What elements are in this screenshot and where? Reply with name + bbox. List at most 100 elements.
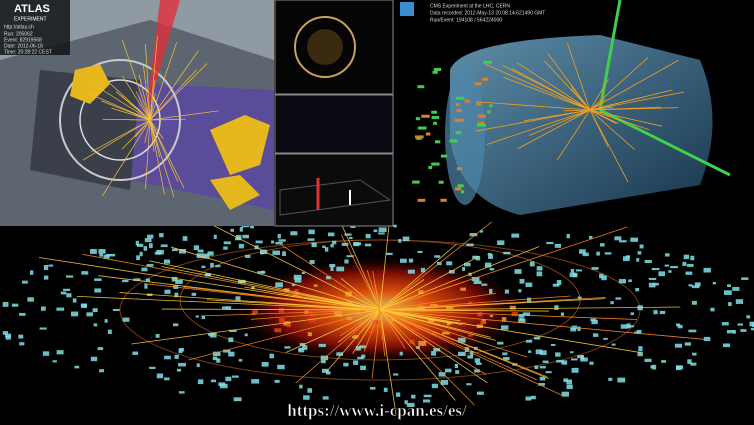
calorimeter-hit — [302, 345, 308, 350]
calorimeter-hit — [5, 333, 12, 338]
track — [379, 292, 497, 311]
calorimeter-hit — [519, 278, 525, 284]
calorimeter-hit — [308, 229, 315, 235]
calorimeter-hit — [244, 333, 248, 337]
calorimeter-hit — [223, 246, 228, 250]
calorimeter-hit — [336, 352, 343, 356]
calorimeter-hit — [11, 303, 19, 307]
hit — [433, 121, 437, 125]
track — [149, 119, 185, 189]
track — [135, 91, 151, 121]
hit — [456, 167, 463, 171]
calorimeter-hit — [369, 386, 376, 390]
hit — [433, 67, 442, 71]
calorimeter-hit — [540, 350, 547, 356]
calorimeter-hit — [135, 240, 139, 246]
track — [379, 309, 488, 384]
calorimeter-hit — [749, 321, 754, 327]
calorimeter-hit — [229, 329, 237, 332]
calorimeter-hit — [311, 242, 317, 248]
calorimeter-hit — [467, 334, 473, 337]
track — [524, 109, 591, 122]
calorimeter-hit — [683, 254, 690, 260]
atlas-info: Run: 205062 — [4, 31, 33, 37]
calorimeter-hit — [174, 354, 179, 359]
track — [149, 69, 197, 121]
track — [475, 109, 591, 132]
calorimeter-hit — [650, 365, 654, 369]
track — [379, 309, 563, 396]
atlas-logo: ATLAS — [14, 3, 50, 15]
calorimeter-hit — [301, 271, 305, 275]
calorimeter-hit — [398, 239, 402, 243]
track — [250, 309, 381, 320]
calorimeter-hit — [751, 322, 754, 328]
calorimeter-hit — [149, 366, 156, 369]
track — [295, 309, 381, 384]
calorimeter-hit — [252, 310, 259, 314]
calorimeter-hit — [604, 252, 612, 255]
calorimeter-hit — [178, 248, 187, 254]
calorimeter-hit — [171, 276, 178, 282]
calorimeter-hit — [732, 330, 736, 334]
calorimeter-hit — [402, 236, 410, 242]
calorimeter-hit — [497, 341, 504, 345]
calorimeter-hit — [308, 318, 317, 323]
track — [379, 298, 605, 311]
track — [95, 85, 151, 121]
calorimeter-hit — [600, 243, 605, 247]
calorimeter-hit — [457, 337, 466, 343]
calorimeter-hit — [103, 254, 110, 259]
atlas-info: Date: 2012-06-18 — [4, 43, 43, 49]
calorimeter-hit — [563, 378, 568, 382]
track — [517, 109, 591, 149]
hit — [417, 85, 425, 89]
calorimeter-hit — [99, 253, 103, 257]
calorimeter-hit — [542, 360, 549, 363]
track — [144, 119, 151, 143]
calorimeter-hit — [98, 249, 106, 254]
calorimeter-hit — [489, 288, 493, 294]
track — [589, 89, 673, 111]
calorimeter-hit — [225, 376, 232, 382]
track — [161, 308, 381, 311]
calorimeter-hit — [63, 288, 71, 291]
calorimeter-hit — [341, 242, 349, 246]
calorimeter-hit — [322, 396, 329, 400]
calorimeter-hit — [460, 287, 466, 291]
calorimeter-hit — [322, 245, 326, 249]
calorimeter-hit — [735, 299, 744, 304]
calorimeter-hit — [324, 247, 329, 252]
calorimeter-hit — [255, 240, 263, 244]
calorimeter-hit — [307, 238, 315, 241]
calorimeter-hit — [579, 249, 586, 254]
calorimeter-hit — [670, 265, 678, 269]
calorimeter-hit — [344, 233, 352, 236]
calorimeter-hit — [399, 351, 403, 356]
calorimeter-hit — [60, 291, 67, 295]
calorimeter-hit — [615, 297, 622, 300]
calorimeter-hit — [737, 323, 744, 326]
calorimeter-hit — [648, 277, 657, 280]
track — [325, 309, 381, 373]
calorimeter-hit — [676, 323, 681, 327]
calorimeter-hit — [110, 253, 116, 257]
calorimeter-hit — [178, 391, 185, 394]
calorimeter-hit — [230, 228, 235, 232]
calorimeter-hit — [554, 305, 559, 310]
calorimeter-hit — [674, 343, 683, 348]
calorimeter-hit — [703, 336, 711, 342]
calorimeter-hit — [203, 253, 210, 259]
hit — [440, 154, 448, 158]
calorimeter-hit — [651, 268, 660, 271]
track — [564, 109, 591, 112]
calorimeter-hit — [236, 234, 242, 240]
calorimeter-hit — [290, 231, 298, 236]
hit — [482, 77, 489, 81]
calorimeter-hit — [448, 270, 455, 274]
calorimeter-hit — [536, 266, 543, 271]
calorimeter-hit — [556, 359, 564, 363]
track — [101, 100, 151, 121]
calorimeter-hit — [514, 269, 522, 274]
calorimeter-hit — [376, 288, 380, 292]
